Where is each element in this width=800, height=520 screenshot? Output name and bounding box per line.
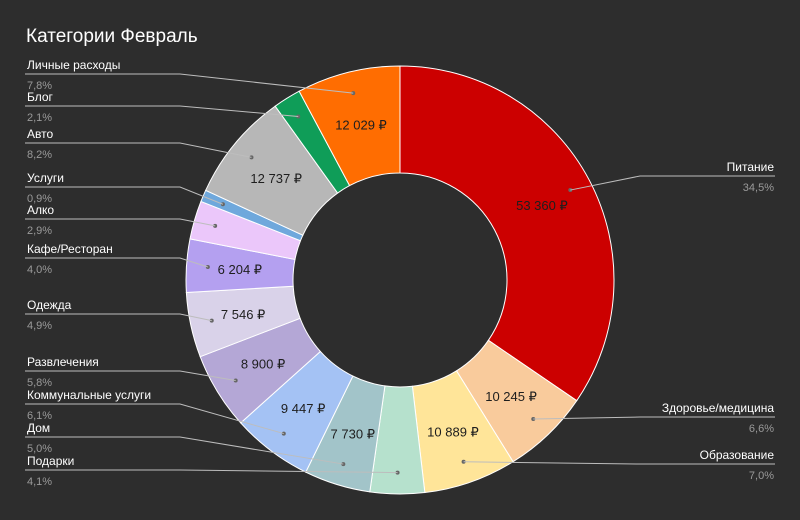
category-name: Авто (27, 127, 53, 141)
callout-line (25, 73, 354, 94)
slice-value-label: 12 029 ₽ (335, 117, 387, 132)
category-percent: 4,0% (27, 264, 52, 276)
category-name: Услуги (27, 171, 64, 185)
category-percent: 8,2% (27, 149, 52, 161)
category-name: Личные расходы (27, 58, 120, 72)
callout-line (463, 461, 775, 465)
callout-line (25, 469, 398, 474)
slice-value-label: 9 447 ₽ (281, 401, 325, 416)
callout-line (25, 313, 212, 322)
slice-13[interactable] (298, 65, 401, 187)
category-name: Одежда (27, 298, 72, 312)
callout-line (25, 370, 236, 381)
slice-value-label: 10 889 ₽ (427, 424, 479, 439)
callout-line (25, 142, 252, 158)
category-percent: 7,8% (27, 80, 52, 92)
category-percent: 2,1% (27, 112, 52, 124)
category-percent: 7,0% (749, 470, 774, 482)
category-percent: 4,1% (27, 476, 52, 488)
category-percent: 34,5% (743, 182, 774, 194)
category-percent: 6,6% (749, 423, 774, 435)
slice-value-label: 7 730 ₽ (331, 426, 375, 441)
category-name: Развлечения (27, 355, 99, 369)
labels-group: 53 360 ₽ Питание 34,5% 10 245 ₽ Здоровье/мед… (27, 58, 774, 488)
category-percent: 6,1% (27, 410, 52, 422)
slice-value-label: 53 360 ₽ (516, 198, 568, 213)
callout-line (25, 436, 344, 465)
category-name: Образование (700, 448, 775, 462)
category-name: Кафе/Ресторан (27, 242, 113, 256)
chart-title: Категории Февраль (26, 26, 198, 47)
callout-line (25, 403, 284, 435)
slice-value-label: 6 204 ₽ (218, 262, 262, 277)
category-name: Дом (27, 421, 50, 435)
category-percent: 5,0% (27, 443, 52, 455)
category-name: Здоровье/медицина (662, 401, 774, 415)
slice-0[interactable] (399, 65, 615, 402)
category-name: Подарки (27, 454, 74, 468)
callout-line (25, 105, 299, 117)
category-percent: 4,9% (27, 320, 52, 332)
callout-line (25, 186, 224, 205)
category-name: Алко (27, 203, 54, 217)
slice-value-label: 8 900 ₽ (241, 357, 285, 372)
category-percent: 5,8% (27, 377, 52, 389)
slices-group (185, 65, 615, 495)
callout-line (25, 257, 208, 268)
category-name: Коммунальные услуги (27, 388, 151, 402)
callout-line (533, 416, 775, 420)
category-name: Блог (27, 90, 54, 104)
callout-lines (25, 73, 775, 475)
category-name: Питание (727, 160, 775, 174)
category-percent: 0,9% (27, 193, 52, 205)
slice-value-label: 7 546 ₽ (221, 307, 265, 322)
callout-line (570, 175, 775, 191)
slice-value-label: 12 737 ₽ (250, 171, 302, 186)
slice-value-label: 10 245 ₽ (485, 389, 537, 404)
callout-line (25, 218, 216, 227)
category-percent: 2,9% (27, 225, 52, 237)
